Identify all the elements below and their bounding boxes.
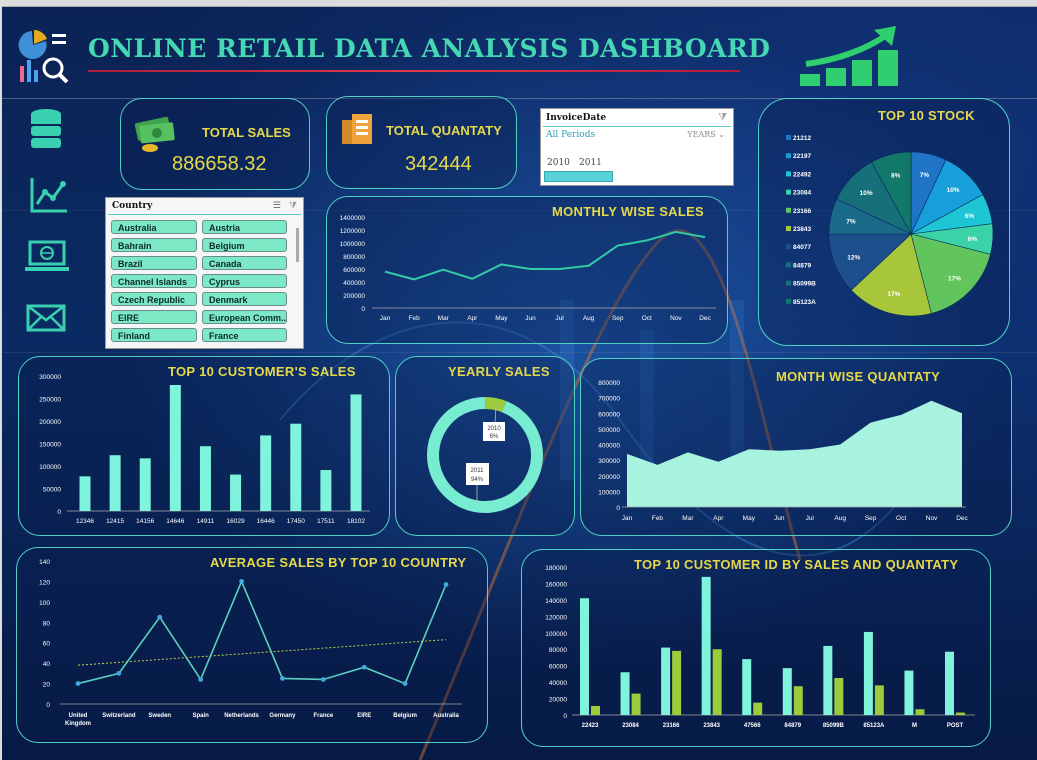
bg-gridline (0, 352, 1037, 353)
top-customers-panel (18, 356, 390, 536)
mail-icon[interactable] (26, 304, 66, 332)
filter-icon[interactable]: ⧩ (288, 200, 297, 210)
line-chart-icon[interactable] (29, 176, 69, 214)
total-sales-value: 886658.32 (172, 153, 267, 175)
monthly-sales-title: MONTHLY WISE SALES (552, 204, 705, 219)
customer-id-panel (521, 549, 991, 747)
clipboard-icon (342, 114, 372, 144)
country-sales-title: AVERAGE SALES BY TOP 10 COUNTRY (210, 555, 467, 570)
country-option[interactable]: Austria (202, 220, 287, 234)
country-option[interactable]: Brazil (111, 256, 197, 270)
country-option[interactable]: Belgium (202, 238, 287, 252)
customer-id-title: TOP 10 CUSTOMER ID BY SALES AND QUANTATY (634, 557, 959, 572)
country-option[interactable]: Bahrain (111, 238, 197, 252)
country-option[interactable]: Denmark (202, 292, 287, 306)
invoice-period-label: All Periods (546, 130, 596, 140)
country-option[interactable]: Channel Islands (111, 274, 197, 288)
country-slicer[interactable]: Country ☰ ⧩ Australia Austria Bahrain Belgi… (105, 197, 304, 349)
year-2011[interactable]: 2011 (579, 158, 602, 168)
time-level-label: YEARS (687, 130, 716, 139)
total-sales-card (120, 98, 310, 190)
money-icon (134, 116, 175, 152)
bg-gridline (0, 98, 1037, 99)
title-underline (88, 70, 740, 72)
invoice-slicer-title: InvoiceDate (546, 113, 607, 123)
scrollbar[interactable] (296, 228, 299, 262)
country-option[interactable]: EIRE (111, 310, 197, 324)
top-stock-panel (758, 98, 1010, 346)
growth-chart-icon (800, 26, 898, 86)
top-customers-title: TOP 10 CUSTOMER'S SALES (168, 364, 356, 379)
total-quantity-label: TOTAL QUANTATY (386, 123, 502, 138)
total-sales-label: TOTAL SALES (202, 125, 291, 140)
country-sales-panel (16, 547, 488, 743)
slicer-title-rule (108, 214, 301, 215)
total-quantity-value: 342444 (405, 153, 472, 175)
sheet-left-border (0, 0, 2, 760)
yearly-sales-panel (395, 356, 575, 536)
country-option[interactable]: Czech Republic (111, 292, 197, 306)
laptop-icon[interactable] (24, 240, 70, 274)
invoice-date-slicer[interactable]: InvoiceDate ⧩ All Periods YEARS ⌄ 2010 2… (540, 108, 734, 186)
yearly-sales-title: YEARLY SALES (448, 364, 550, 379)
filter-icon[interactable]: ⧩ (718, 112, 727, 123)
country-option[interactable]: France (202, 328, 287, 342)
country-slicer-title: Country (112, 201, 153, 211)
month-quantity-panel (580, 358, 1012, 536)
country-option[interactable]: Canada (202, 256, 287, 270)
time-level-dropdown[interactable]: YEARS ⌄ (687, 130, 725, 139)
year-2010[interactable]: 2010 (547, 158, 570, 168)
country-option[interactable]: Australia (111, 220, 197, 234)
top-stock-title: TOP 10 STOCK (878, 108, 975, 123)
dashboard-title: ONLINE RETAIL DATA ANALYSIS DASHBOARD (88, 34, 771, 63)
bg-gridline (0, 210, 1037, 211)
timeline-bar[interactable] (544, 171, 613, 182)
slicer-title-rule (543, 126, 731, 127)
database-icon[interactable] (29, 108, 63, 152)
country-option[interactable]: Finland (111, 328, 197, 342)
country-option[interactable]: Cyprus (202, 274, 287, 288)
analytics-logo-icon (18, 30, 69, 84)
month-quantity-title: MONTH WISE QUANTATY (776, 369, 941, 384)
sheet-header-strip (0, 0, 1037, 7)
country-option[interactable]: European Comm... (202, 310, 287, 324)
multi-select-icon[interactable]: ☰ (272, 200, 281, 210)
